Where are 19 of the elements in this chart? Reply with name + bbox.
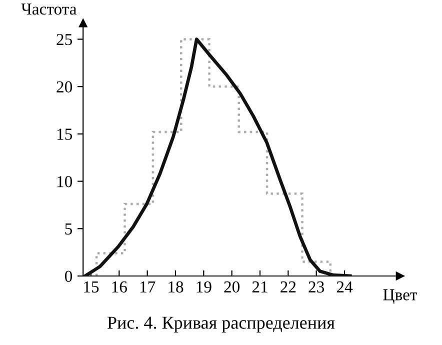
y-tick-label: 10 — [57, 176, 72, 188]
y-tick-label: 25 — [56, 34, 72, 46]
y-tick-label: 0 — [64, 270, 72, 282]
x-tick-label: 15 — [84, 281, 99, 293]
y-tick-label: 15 — [57, 128, 72, 140]
x-tick-label: 22 — [280, 281, 296, 292]
y-axis-title: Частота — [21, 4, 77, 15]
x-tick-label: 23 — [308, 281, 324, 293]
x-tick-label: 18 — [168, 281, 184, 293]
x-axis-title: Цвет — [383, 289, 418, 304]
x-tick-label: 20 — [224, 281, 240, 293]
x-tick-label: 19 — [196, 281, 212, 293]
x-tick-label: 21 — [252, 281, 268, 292]
x-tick-label: 16 — [112, 281, 127, 293]
x-tick-label: 24 — [336, 281, 353, 292]
y-tick-label: 5 — [65, 224, 72, 235]
y-tick-label: 20 — [56, 81, 72, 93]
text: Рис. 4. Кривая распределения — [108, 316, 335, 332]
x-tick-label: 17 — [140, 281, 156, 292]
